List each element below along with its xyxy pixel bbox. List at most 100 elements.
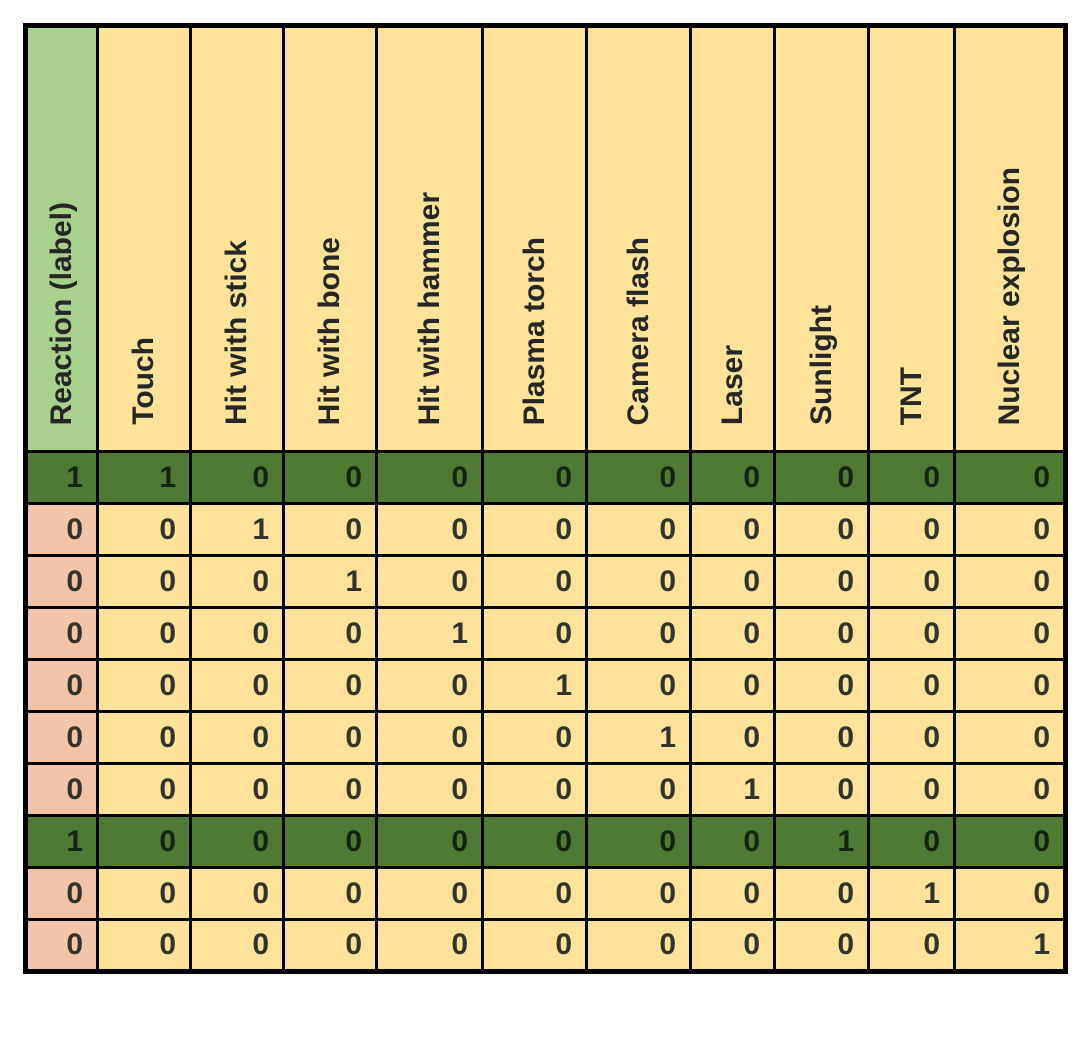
- table-row-hit-with-hammer: 0 0 0 0 1 0 0 0 0 0 0: [24, 606, 1067, 661]
- value-cell: 0: [689, 866, 776, 921]
- label-cell: 0: [24, 606, 99, 661]
- table-row-sunlight-positive: 1 0 0 0 0 0 0 0 1 0 0: [24, 814, 1067, 869]
- value-cell: 0: [481, 814, 588, 869]
- value-cell: 0: [375, 866, 484, 921]
- value-cell: 0: [867, 606, 956, 661]
- column-header-tnt: TNT: [867, 24, 956, 453]
- value-cell: 0: [189, 710, 285, 765]
- table-row-tnt: 0 0 0 0 0 0 0 0 0 1 0: [24, 866, 1067, 921]
- value-cell: 0: [375, 814, 484, 869]
- value-cell: 0: [481, 866, 588, 921]
- value-cell: 0: [953, 762, 1067, 817]
- value-cell: 0: [189, 918, 285, 973]
- label-cell: 0: [24, 762, 99, 817]
- value-cell: 0: [953, 658, 1067, 713]
- label-cell: 0: [24, 502, 99, 557]
- value-cell: 0: [282, 918, 378, 973]
- value-cell: 0: [689, 814, 776, 869]
- value-cell: 0: [189, 658, 285, 713]
- value-cell: 0: [189, 762, 285, 817]
- label-cell: 0: [24, 866, 99, 921]
- value-cell: 0: [282, 502, 378, 557]
- value-cell: 1: [689, 762, 776, 817]
- value-cell: 0: [689, 606, 776, 661]
- value-cell: 0: [481, 554, 588, 609]
- value-cell: 0: [773, 606, 870, 661]
- column-header-camera-flash-text: Camera flash: [621, 236, 655, 425]
- value-cell: 1: [773, 814, 870, 869]
- label-cell: 1: [24, 814, 99, 869]
- label-cell: 0: [24, 918, 99, 973]
- value-cell: 0: [189, 450, 285, 505]
- value-cell: 0: [375, 710, 484, 765]
- value-cell: 0: [375, 918, 484, 973]
- column-header-sunlight: Sunlight: [773, 24, 870, 453]
- value-cell: 1: [282, 554, 378, 609]
- value-cell: 0: [953, 814, 1067, 869]
- value-cell: 0: [953, 710, 1067, 765]
- value-cell: 0: [867, 918, 956, 973]
- column-header-camera-flash: Camera flash: [585, 24, 692, 453]
- value-cell: 0: [953, 502, 1067, 557]
- value-cell: 0: [689, 710, 776, 765]
- column-header-nuclear-explosion: Nuclear explosion: [953, 24, 1067, 453]
- column-header-plasma-torch: Plasma torch: [481, 24, 588, 453]
- label-cell: 0: [24, 710, 99, 765]
- value-cell: 0: [773, 762, 870, 817]
- value-cell: 1: [481, 658, 588, 713]
- column-header-hit-with-hammer-text: Hit with hammer: [412, 191, 446, 425]
- column-header-hit-with-hammer: Hit with hammer: [375, 24, 484, 453]
- value-cell: 0: [96, 502, 192, 557]
- column-header-reaction-label-text: Reaction (label): [45, 201, 78, 425]
- value-cell: 0: [867, 554, 956, 609]
- value-cell: 1: [953, 918, 1067, 973]
- value-cell: 0: [585, 762, 692, 817]
- value-cell: 0: [96, 606, 192, 661]
- value-cell: 0: [96, 814, 192, 869]
- column-header-laser-text: Laser: [715, 344, 749, 425]
- value-cell: 0: [282, 658, 378, 713]
- label-cell: 1: [24, 450, 99, 505]
- column-header-hit-with-stick: Hit with stick: [189, 24, 285, 453]
- value-cell: 0: [867, 762, 956, 817]
- one-hot-table-container: Reaction (label) Touch Hit with stick Hi…: [23, 23, 1068, 974]
- value-cell: 0: [953, 866, 1067, 921]
- one-hot-encoding-table: Reaction (label) Touch Hit with stick Hi…: [23, 23, 1068, 974]
- value-cell: 0: [375, 658, 484, 713]
- value-cell: 0: [585, 606, 692, 661]
- value-cell: 0: [689, 450, 776, 505]
- table-row-hit-with-bone: 0 0 0 1 0 0 0 0 0 0 0: [24, 554, 1067, 609]
- column-header-reaction-label: Reaction (label): [24, 24, 99, 453]
- value-cell: 0: [96, 762, 192, 817]
- value-cell: 0: [773, 918, 870, 973]
- value-cell: 0: [189, 606, 285, 661]
- value-cell: 0: [375, 450, 484, 505]
- value-cell: 0: [282, 814, 378, 869]
- value-cell: 1: [189, 502, 285, 557]
- value-cell: 0: [585, 866, 692, 921]
- value-cell: 0: [953, 450, 1067, 505]
- value-cell: 0: [481, 918, 588, 973]
- value-cell: 0: [773, 502, 870, 557]
- value-cell: 0: [867, 658, 956, 713]
- table-row-touch-positive: 1 1 0 0 0 0 0 0 0 0 0: [24, 450, 1067, 505]
- table-row-hit-with-stick: 0 0 1 0 0 0 0 0 0 0 0: [24, 502, 1067, 557]
- value-cell: 0: [481, 710, 588, 765]
- value-cell: 0: [585, 814, 692, 869]
- value-cell: 0: [375, 554, 484, 609]
- value-cell: 0: [189, 554, 285, 609]
- table-row-camera-flash: 0 0 0 0 0 0 1 0 0 0 0: [24, 710, 1067, 765]
- value-cell: 0: [282, 762, 378, 817]
- column-header-touch-text: Touch: [127, 337, 160, 425]
- value-cell: 0: [689, 918, 776, 973]
- value-cell: 0: [773, 450, 870, 505]
- column-header-laser: Laser: [689, 24, 776, 453]
- table-row-plasma-torch: 0 0 0 0 0 1 0 0 0 0 0: [24, 658, 1067, 713]
- value-cell: 0: [96, 918, 192, 973]
- value-cell: 0: [481, 450, 588, 505]
- value-cell: 0: [953, 606, 1067, 661]
- value-cell: 0: [689, 502, 776, 557]
- value-cell: 0: [282, 606, 378, 661]
- value-cell: 0: [96, 658, 192, 713]
- value-cell: 1: [585, 710, 692, 765]
